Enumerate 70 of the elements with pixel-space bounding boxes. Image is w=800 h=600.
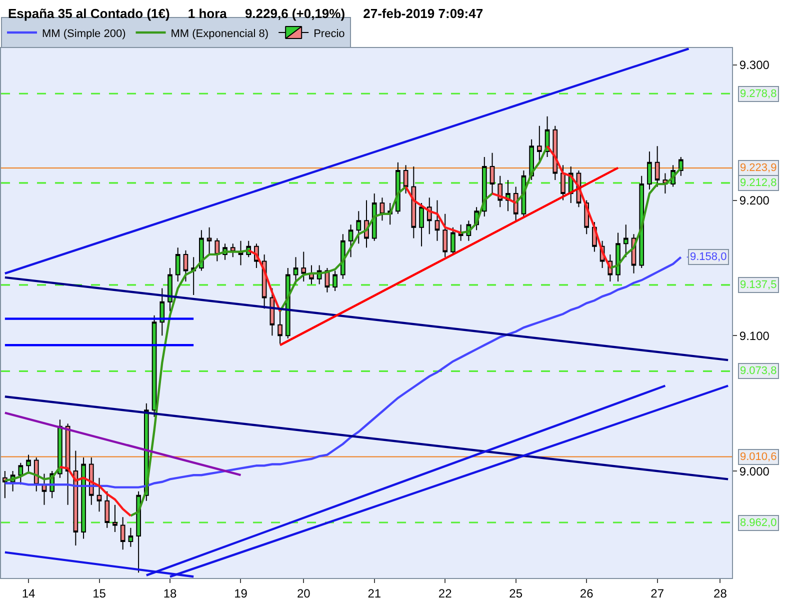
- x-tick-label: 20: [296, 586, 311, 600]
- x-tick-label: 28: [714, 586, 728, 600]
- candlestick: [136, 490, 141, 574]
- candlestick: [403, 164, 408, 194]
- x-tick-label: 26: [580, 586, 594, 600]
- candlestick: [434, 200, 440, 242]
- candlestick: [348, 224, 354, 258]
- legend-label: Precio: [314, 28, 345, 40]
- candlestick: [26, 454, 31, 474]
- ref-line-label: 9.223,9: [740, 162, 777, 174]
- ref-line-label: 9.212,8: [740, 177, 777, 189]
- legend-label: MM (Simple 200): [42, 28, 126, 40]
- candlestick: [647, 151, 652, 190]
- x-tick-label: 18: [163, 586, 177, 600]
- y-tick-label: 9.100: [739, 328, 770, 343]
- candlestick: [278, 310, 282, 344]
- candlestick: [560, 164, 566, 201]
- candlestick: [96, 477, 102, 512]
- candlestick: [120, 516, 126, 550]
- candlestick: [372, 193, 377, 242]
- candlestick: [160, 288, 165, 336]
- candlestick: [490, 152, 495, 194]
- candlestick: [175, 247, 180, 282]
- candlestick: [616, 232, 620, 282]
- ref-line-label: 9.073,8: [740, 365, 777, 377]
- candlestick: [482, 156, 487, 218]
- candlestick: [623, 224, 628, 258]
- chart-title: España 35 al Contado (1€) 1 hora 9.229,6 (+0,19%) 27-feb-2019 7:09:47: [8, 6, 484, 22]
- x-tick-label: 25: [509, 586, 523, 600]
- ref-line-label: 9.010,6: [740, 451, 777, 463]
- legend-label: MM (Exponencial 8): [170, 28, 269, 40]
- candlestick: [206, 226, 212, 255]
- candlestick: [104, 490, 110, 528]
- candlestick: [332, 270, 338, 292]
- data-label: 9.158,0: [690, 251, 727, 263]
- y-tick-label: 9.200: [739, 194, 770, 208]
- x-tick-label: 27: [650, 586, 664, 600]
- y-tick-label: 9.000: [739, 464, 770, 478]
- candlestick: [199, 230, 204, 272]
- candlestick: [112, 504, 118, 532]
- ref-line-label: 9.278,8: [740, 88, 777, 100]
- candlestick: [411, 166, 416, 239]
- x-tick-label: 15: [92, 586, 106, 600]
- candlestick: [529, 138, 534, 180]
- x-tick-label: 19: [234, 586, 248, 600]
- line-series: [4, 256, 682, 488]
- candlestick: [183, 250, 188, 282]
- candlestick: [537, 125, 542, 163]
- x-tick-label: 22: [438, 586, 452, 600]
- candlestick: [42, 473, 47, 506]
- y-tick-label: 9.300: [739, 58, 770, 72]
- candlestick: [356, 210, 362, 244]
- candlestick: [450, 226, 456, 255]
- candlestick: [419, 202, 424, 247]
- candlestick: [2, 470, 8, 499]
- candlestick: [73, 450, 78, 546]
- candlestick: [301, 251, 306, 282]
- ref-line-label: 9.137,5: [740, 279, 777, 291]
- candlestick: [654, 146, 660, 188]
- candlestick: [552, 125, 558, 180]
- candlestick: [214, 238, 220, 262]
- candlestick: [293, 256, 298, 285]
- x-tick-label: 21: [368, 586, 382, 600]
- candlestick: [81, 457, 86, 540]
- candlestick: [442, 213, 448, 258]
- ref-line-label: 8.962,0: [740, 517, 777, 529]
- candlestick: [168, 267, 172, 312]
- candlestick: [639, 175, 644, 268]
- candlestick: [128, 527, 134, 548]
- x-tick-label: 14: [22, 586, 36, 600]
